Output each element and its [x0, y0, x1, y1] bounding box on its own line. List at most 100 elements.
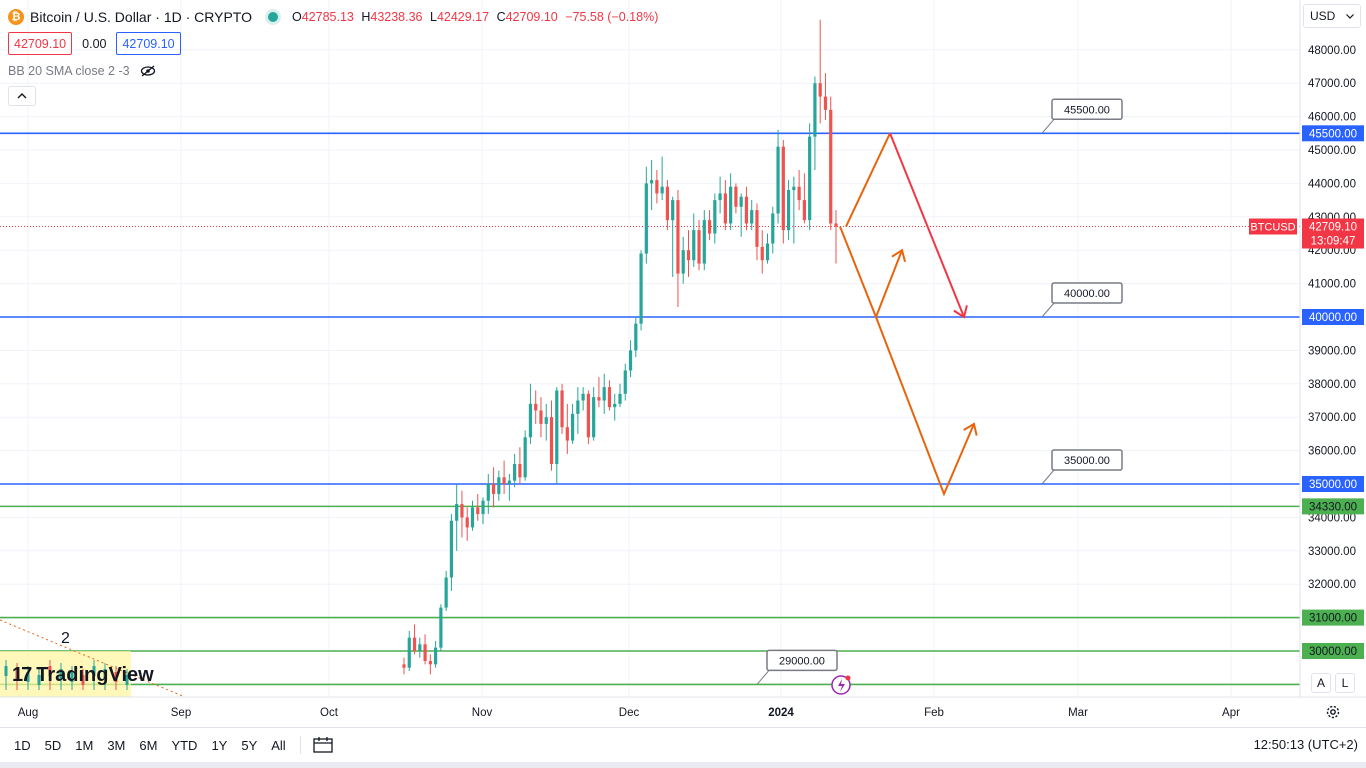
candle-body [665, 186, 670, 221]
wave-candle-body [59, 669, 63, 679]
callout-label: 35000.00 [1064, 455, 1110, 467]
tf-1y[interactable]: 1Y [211, 737, 228, 753]
bottom-strip [0, 762, 1366, 768]
tf-ytd[interactable]: YTD [171, 737, 198, 753]
candle-body [660, 186, 664, 194]
symbol-legend: ₿ Bitcoin / U.S. Dollar · 1D · CRYPTO O4… [8, 8, 662, 26]
candle-body [628, 350, 633, 371]
level-price-tag [1302, 309, 1364, 325]
bid-ask-boxes: 42709.10 0.00 42709.10 [8, 32, 181, 55]
tf-5y[interactable]: 5Y [241, 737, 258, 753]
candle-body [644, 183, 648, 254]
calendar-range-icon[interactable] [313, 737, 333, 753]
chevron-down-icon [1346, 13, 1354, 19]
horizontal-levels [0, 132, 1300, 686]
candle-body [570, 413, 575, 441]
tf-3m[interactable]: 3M [107, 737, 126, 753]
candle-body [534, 403, 538, 411]
candle-body [750, 210, 754, 224]
price-tick-label: 36000.00 [1308, 446, 1356, 458]
bid-price[interactable]: 42709.10 [8, 32, 73, 55]
clock-display[interactable]: 12:50:13 (UTC+2) [1253, 737, 1358, 752]
price-tick-label: 41000.00 [1308, 279, 1356, 291]
candle-body [481, 500, 485, 515]
candle-body [491, 484, 496, 495]
settings-gear-icon[interactable] [1325, 704, 1341, 720]
price-tick-label: 44000.00 [1308, 178, 1356, 190]
candle-body [639, 253, 643, 324]
level-price-label: 31000.00 [1309, 613, 1357, 625]
tradingview-logo-text: TradingView [36, 664, 154, 686]
callout-box [1051, 449, 1123, 471]
auto-scale-button[interactable]: A [1311, 673, 1331, 693]
tf-all[interactable]: All [271, 737, 286, 753]
callout-pointer [756, 670, 770, 685]
candle-body [613, 403, 617, 408]
candle-body [528, 403, 533, 438]
candle-body [713, 200, 717, 234]
candle-body [623, 370, 627, 394]
tf-1d[interactable]: 1D [14, 737, 31, 753]
time-tick-label: Aug [18, 707, 38, 719]
currency-select[interactable]: USD [1303, 4, 1361, 28]
hidden-eye-icon[interactable] [140, 65, 156, 77]
indicator-label: BB 20 SMA close 2 -3 [8, 64, 130, 78]
ohlc-values: O42785.13 H43238.36 L42429.17 C42709.10 … [291, 10, 659, 24]
candle-body [771, 213, 775, 244]
candle-body [586, 393, 590, 438]
candle-body [808, 136, 812, 221]
candle-body [650, 180, 654, 184]
tf-6m[interactable]: 6M [139, 737, 158, 753]
price-tick-label: 45000.00 [1308, 145, 1356, 157]
candle-body [734, 186, 738, 207]
candle-body [402, 664, 406, 668]
collapse-legend-button[interactable] [8, 86, 36, 106]
wave-label: 2 [61, 630, 70, 647]
tf-1m[interactable]: 1M [75, 737, 94, 753]
wave-box-fill [0, 651, 131, 697]
candle-body [523, 437, 527, 478]
indicator-legend[interactable]: BB 20 SMA close 2 -3 [8, 64, 156, 78]
candle-body [434, 647, 438, 665]
wave-candle-body [70, 672, 74, 682]
candle-body [760, 246, 764, 261]
callout-pointer [1041, 302, 1055, 318]
event-badge [845, 675, 851, 681]
candle-body [702, 220, 706, 264]
price-axis: 32000.00 33000.00 34000.00 36000.00 37000.00… [1249, 0, 1364, 697]
spread-value: 0.00 [82, 36, 107, 51]
time-tick-label: Feb [924, 707, 944, 719]
ask-price[interactable]: 42709.10 [116, 32, 181, 55]
candle-body [686, 250, 691, 261]
wave-candle-body [37, 675, 41, 685]
candle-body [602, 387, 606, 401]
wave-candle-body [103, 669, 107, 679]
market-open-icon [267, 12, 278, 22]
chevron-up-icon [17, 93, 27, 99]
wave-candle-body [92, 666, 96, 676]
time-tick-label: Dec [619, 707, 640, 719]
candle-body [576, 400, 580, 414]
tf-5d[interactable]: 5D [44, 737, 62, 753]
arrow-head [891, 248, 907, 263]
candle-body [681, 250, 685, 274]
candle-body [671, 200, 675, 221]
candle-body [460, 504, 464, 518]
currency-value: USD [1310, 9, 1336, 23]
candle-body [813, 83, 817, 137]
candle-body [655, 180, 659, 194]
candle-body [818, 83, 822, 97]
log-scale-button[interactable]: L [1335, 673, 1355, 693]
tradingview-icon: 17 [12, 664, 32, 686]
bottom-toolbar: 1D 5D 1M 3M 6M YTD 1Y 5Y All 12:50:13 (U… [0, 727, 1366, 762]
candle-body [829, 109, 833, 224]
candle-body [418, 644, 422, 651]
price-tick-label: 47000.00 [1308, 78, 1356, 90]
candle-body [823, 96, 828, 110]
price-tick-label: 38000.00 [1308, 379, 1356, 391]
wave-candle-body [4, 666, 8, 676]
symbol-title[interactable]: Bitcoin / U.S. Dollar · 1D · CRYPTO [30, 9, 252, 25]
candle-body [444, 577, 448, 608]
price-tick-label: 34000.00 [1308, 512, 1356, 524]
